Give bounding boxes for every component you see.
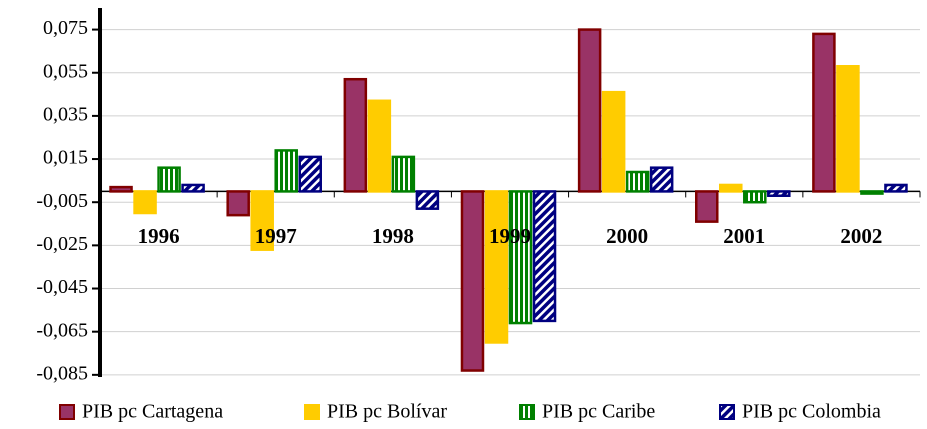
- bar: [298, 155, 322, 193]
- bar: [743, 190, 767, 204]
- legend-swatch: [519, 404, 535, 420]
- x-tick-label: 2001: [723, 224, 765, 248]
- bar: [460, 190, 485, 372]
- bar: [250, 190, 274, 251]
- bar: [391, 155, 416, 193]
- legend-label: PIB pc Colombia: [742, 401, 881, 423]
- x-tick-label: 1999: [489, 224, 531, 248]
- legend-label: PIB pc Bolívar: [327, 401, 447, 423]
- y-tick-label: -0,085: [36, 362, 88, 384]
- bar: [415, 190, 440, 210]
- x-tick-label: 1998: [372, 224, 414, 248]
- bar: [767, 190, 791, 197]
- x-tick-label: 2002: [840, 224, 882, 248]
- bar: [226, 190, 250, 217]
- y-tick-label: 0,035: [43, 103, 88, 125]
- y-tick-label: -0,005: [36, 190, 88, 212]
- y-tick-label: -0,045: [36, 276, 88, 298]
- bar: [625, 170, 650, 193]
- legend-swatch: [59, 404, 75, 420]
- y-tick-label: -0,065: [36, 319, 88, 341]
- x-tick-label: 1996: [138, 224, 180, 248]
- bar: [484, 190, 509, 344]
- legend-label: PIB pc Caribe: [542, 401, 655, 423]
- bar: [274, 149, 298, 193]
- x-tick-label: 2000: [606, 224, 648, 248]
- bar: [836, 65, 860, 193]
- bar: [812, 32, 836, 193]
- bar: [601, 90, 626, 193]
- y-tick-label: 0,015: [43, 147, 88, 169]
- y-tick-label: 0,055: [43, 60, 88, 82]
- x-tick-label: 1997: [255, 224, 297, 248]
- bar: [577, 28, 602, 193]
- legend-swatch: [719, 404, 735, 420]
- bar: [532, 190, 557, 323]
- legend-label: PIB pc Cartagena: [82, 401, 223, 423]
- bar: [109, 185, 133, 193]
- bar: [884, 183, 908, 193]
- bar: [508, 190, 533, 325]
- y-tick-label: 0,075: [43, 17, 88, 39]
- bar: [695, 190, 719, 223]
- bar: [367, 99, 392, 193]
- bar: [133, 190, 157, 215]
- bar: [860, 190, 884, 195]
- bar: [157, 166, 181, 193]
- bar: [181, 183, 205, 193]
- y-tick-label: -0,025: [36, 233, 88, 255]
- bar: [719, 183, 743, 193]
- bar: [649, 166, 674, 193]
- legend-swatch: [304, 404, 320, 420]
- bar: [343, 77, 368, 193]
